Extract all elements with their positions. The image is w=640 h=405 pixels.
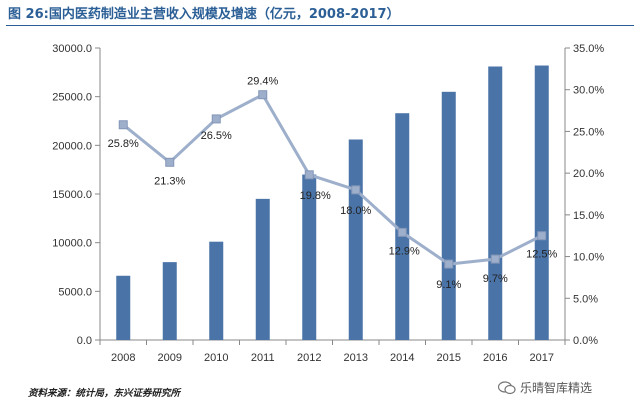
bar bbox=[348, 139, 363, 340]
growth-marker bbox=[304, 170, 314, 180]
y-left-tick-label: 20000.0 bbox=[52, 140, 92, 152]
watermark: 乐晴智库精选 bbox=[498, 379, 592, 396]
x-tick-label: 2011 bbox=[251, 352, 275, 364]
bar bbox=[116, 275, 131, 340]
chart: 0.0 5000.0 10000.0 15000.0 20000.0 25000.0 300… bbox=[52, 43, 604, 364]
bar bbox=[302, 174, 317, 340]
watermark-text: 乐晴智库精选 bbox=[520, 381, 593, 395]
y-right-tick-label: 5.0% bbox=[573, 293, 598, 305]
growth-marker bbox=[211, 114, 221, 124]
growth-data-label: 12.9% bbox=[389, 245, 420, 257]
bar bbox=[488, 66, 503, 340]
x-tick-label: 2008 bbox=[111, 352, 135, 364]
source-note: 资料来源：统计局，东兴证券研究所 bbox=[28, 388, 181, 399]
chart-title: 图 26:国内医药制造业主营收入规模及增速（亿元，2008-2017） bbox=[8, 7, 400, 22]
growth-marker bbox=[397, 227, 407, 237]
x-tick-label: 2017 bbox=[530, 352, 554, 364]
y-right-tick-label: 10.0% bbox=[573, 252, 604, 264]
x-tick-label: 2016 bbox=[483, 352, 507, 364]
x-tick-label: 2010 bbox=[204, 352, 228, 364]
growth-data-label: 25.8% bbox=[108, 138, 139, 150]
y-left-tick-label: 25000.0 bbox=[52, 92, 92, 104]
x-tick-label: 2015 bbox=[437, 352, 461, 364]
y-left-tick-label: 0.0 bbox=[77, 335, 92, 347]
growth-marker bbox=[444, 259, 454, 269]
bar bbox=[441, 91, 456, 340]
bar bbox=[534, 65, 549, 341]
growth-marker bbox=[351, 185, 361, 195]
y-right-tick-label: 35.0% bbox=[573, 43, 604, 55]
growth-marker bbox=[537, 231, 547, 241]
y-right-tick-label: 0.0% bbox=[573, 335, 598, 347]
bar-series bbox=[116, 65, 549, 341]
growth-data-label: 12.5% bbox=[526, 249, 557, 261]
y-right-tick-label: 30.0% bbox=[573, 85, 604, 97]
y-right-tick-label: 20.0% bbox=[573, 168, 604, 180]
title-divider bbox=[6, 25, 634, 26]
y-right-tick-label: 15.0% bbox=[573, 210, 604, 222]
y-left-tick-label: 5000.0 bbox=[58, 286, 92, 298]
y-left-tick-label: 10000.0 bbox=[52, 238, 92, 250]
x-tick-label: 2012 bbox=[297, 352, 321, 364]
growth-data-label: 29.4% bbox=[247, 76, 278, 88]
growth-marker bbox=[258, 90, 268, 100]
growth-data-label: 21.3% bbox=[154, 175, 185, 187]
bar bbox=[395, 113, 410, 340]
axes: 0.0 5000.0 10000.0 15000.0 20000.0 25000.0 300… bbox=[52, 43, 604, 364]
data-labels: 25.8% 21.3% 26.5% 29.4% 19.8% 18.0% 12.9% 9.1% 9… bbox=[108, 76, 558, 291]
line-series bbox=[118, 90, 547, 269]
growth-data-label: 18.0% bbox=[340, 205, 371, 217]
growth-data-label: 26.5% bbox=[201, 130, 232, 142]
wechat-icon bbox=[498, 380, 516, 394]
y-left-tick-label: 30000.0 bbox=[52, 43, 92, 55]
x-tick-label: 2013 bbox=[344, 352, 368, 364]
growth-marker bbox=[165, 157, 175, 167]
y-left-tick-label: 15000.0 bbox=[52, 189, 92, 201]
x-tick-label: 2009 bbox=[158, 352, 182, 364]
growth-marker bbox=[490, 254, 500, 264]
bar bbox=[255, 198, 270, 340]
growth-marker bbox=[118, 120, 128, 130]
x-tick-label: 2014 bbox=[390, 352, 414, 364]
bar bbox=[162, 262, 177, 340]
bar bbox=[209, 241, 224, 340]
growth-data-label: 9.1% bbox=[436, 279, 461, 291]
y-right-tick-label: 25.0% bbox=[573, 126, 604, 138]
growth-line bbox=[122, 93, 543, 266]
growth-data-label: 9.7% bbox=[483, 273, 508, 285]
growth-data-label: 19.8% bbox=[300, 190, 331, 202]
